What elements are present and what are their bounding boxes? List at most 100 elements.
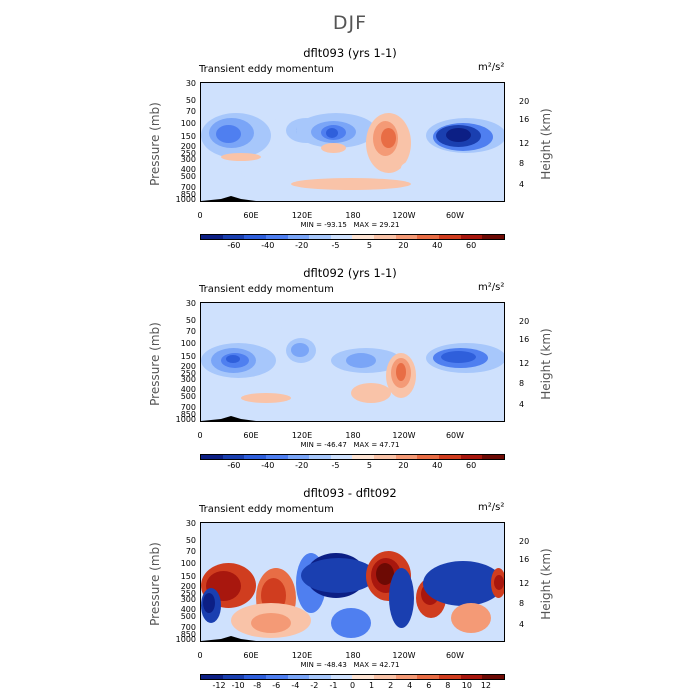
colorbar-swatch bbox=[222, 235, 245, 239]
y2-axis-label: Height (km) bbox=[539, 328, 553, 400]
colorbar-swatch bbox=[352, 455, 375, 459]
heatmap-cell bbox=[321, 143, 346, 153]
colorbar-swatch bbox=[352, 235, 375, 239]
colorbar-swatch bbox=[201, 235, 223, 239]
heatmap-cell bbox=[326, 128, 338, 138]
colorbar-swatch bbox=[309, 235, 331, 239]
colorbar-label: 8 bbox=[445, 681, 451, 690]
heatmap-cell bbox=[203, 593, 215, 613]
minmax-readout: MIN = -46.47 MAX = 47.71 bbox=[0, 441, 700, 449]
panel-units: m²/s² bbox=[478, 282, 505, 293]
height-tick-label: 20 bbox=[519, 97, 530, 106]
colorbar-label: 20 bbox=[398, 461, 409, 470]
heatmap-cell bbox=[346, 353, 376, 368]
colorbar-swatch bbox=[309, 675, 331, 679]
pressure-tick-label: 300 bbox=[180, 155, 196, 165]
heatmap-cell bbox=[441, 351, 476, 363]
colorbar-label: 60 bbox=[466, 241, 477, 250]
pressure-tick-label: 300 bbox=[180, 375, 196, 385]
heatmap-cell bbox=[381, 128, 396, 148]
colorbar-swatch bbox=[222, 455, 245, 459]
pressure-tick-label: 30 bbox=[185, 519, 196, 528]
colorbar-label: 60 bbox=[466, 461, 477, 470]
heatmap-cell bbox=[251, 613, 291, 633]
heatmap-cell bbox=[241, 393, 291, 403]
colorbar-swatch bbox=[374, 235, 396, 239]
pressure-tick-label: 70 bbox=[185, 327, 196, 337]
pressure-tick-label: 100 bbox=[180, 338, 196, 348]
pressure-tick-label: 250 bbox=[180, 589, 196, 599]
colorbar-swatch bbox=[201, 455, 223, 459]
height-tick-label: 20 bbox=[519, 537, 530, 546]
min-label: MIN = -93.15 bbox=[300, 221, 347, 229]
colorbar-swatch bbox=[439, 235, 461, 239]
height-tick-label: 12 bbox=[519, 139, 530, 148]
heatmap-cell bbox=[221, 153, 261, 161]
x-tick-label: 120W bbox=[392, 651, 416, 660]
colorbar-label: -8 bbox=[253, 681, 262, 690]
colorbar-swatch bbox=[244, 235, 266, 239]
y2-axis-label: Height (km) bbox=[539, 108, 553, 180]
pressure-tick-label: 100 bbox=[180, 558, 196, 568]
x-tick-label: 180 bbox=[345, 431, 361, 440]
x-tick-label: 60W bbox=[445, 651, 465, 660]
min-label: MIN = -48.43 bbox=[300, 661, 347, 669]
heatmap-cell bbox=[494, 575, 504, 590]
pressure-tick-label: 500 bbox=[180, 612, 196, 622]
colorbar-swatch bbox=[460, 675, 483, 679]
pressure-tick-label: 400 bbox=[180, 604, 196, 614]
pressure-tick-label: 850 bbox=[180, 629, 196, 639]
height-tick-label: 16 bbox=[519, 335, 530, 344]
heatmap-cell bbox=[201, 315, 291, 345]
topography bbox=[201, 416, 501, 421]
pressure-tick-label: 850 bbox=[180, 409, 196, 419]
pressure-tick-label: 250 bbox=[180, 369, 196, 379]
y-axis-label: Pressure (mb) bbox=[148, 102, 162, 186]
heatmap-cell bbox=[331, 608, 371, 638]
pressure-tick-label: 100 bbox=[180, 118, 196, 128]
colorbar-label: 40 bbox=[432, 241, 443, 250]
heatmap-cell bbox=[421, 311, 504, 339]
colorbar-swatch bbox=[265, 235, 288, 239]
colorbar-swatch bbox=[417, 455, 440, 459]
heatmap-cell bbox=[351, 383, 391, 403]
heatmap-cell bbox=[216, 125, 241, 143]
x-tick-label: 120W bbox=[392, 431, 416, 440]
colorbar-label: -2 bbox=[310, 681, 319, 690]
pressure-tick-label: 150 bbox=[180, 132, 196, 142]
colorbar-swatch bbox=[374, 675, 396, 679]
topography bbox=[201, 636, 501, 641]
heatmap-cell bbox=[423, 561, 503, 606]
colorbar-swatch bbox=[330, 235, 353, 239]
heatmap-plot bbox=[200, 302, 505, 422]
colorbar-label: -60 bbox=[227, 241, 241, 250]
max-label: MAX = 42.71 bbox=[353, 661, 400, 669]
pressure-tick-label: 500 bbox=[180, 392, 196, 402]
pressure-tick-label: 400 bbox=[180, 384, 196, 394]
colorbar-swatch bbox=[265, 675, 288, 679]
colorbar-swatch bbox=[287, 235, 310, 239]
colorbar-swatch bbox=[395, 675, 418, 679]
height-tick-label: 4 bbox=[519, 180, 525, 189]
colorbar-swatch bbox=[222, 675, 245, 679]
colorbar-swatch bbox=[395, 235, 418, 239]
panel-subtitle: Transient eddy momentum bbox=[199, 64, 334, 75]
heatmap-cell bbox=[451, 603, 491, 633]
pressure-tick-label: 200 bbox=[180, 361, 196, 371]
colorbar-label: 5 bbox=[366, 461, 372, 470]
colorbar-label: -1 bbox=[329, 681, 338, 690]
colorbar-swatch bbox=[287, 455, 310, 459]
colorbar-swatch bbox=[201, 675, 223, 679]
pressure-tick-label: 700 bbox=[180, 183, 196, 193]
colorbar-swatch bbox=[482, 455, 504, 459]
colorbar-label: -5 bbox=[331, 461, 340, 470]
height-tick-label: 4 bbox=[519, 400, 525, 409]
x-tick-label: 0 bbox=[197, 211, 203, 220]
pressure-tick-label: 500 bbox=[180, 172, 196, 182]
colorbar-label: 0 bbox=[349, 681, 356, 690]
colorbar-swatch bbox=[460, 235, 483, 239]
heatmap-cell bbox=[301, 558, 376, 593]
x-tick-label: 120W bbox=[392, 211, 416, 220]
height-tick-label: 8 bbox=[519, 159, 525, 168]
colorbar-label: -4 bbox=[291, 681, 300, 690]
